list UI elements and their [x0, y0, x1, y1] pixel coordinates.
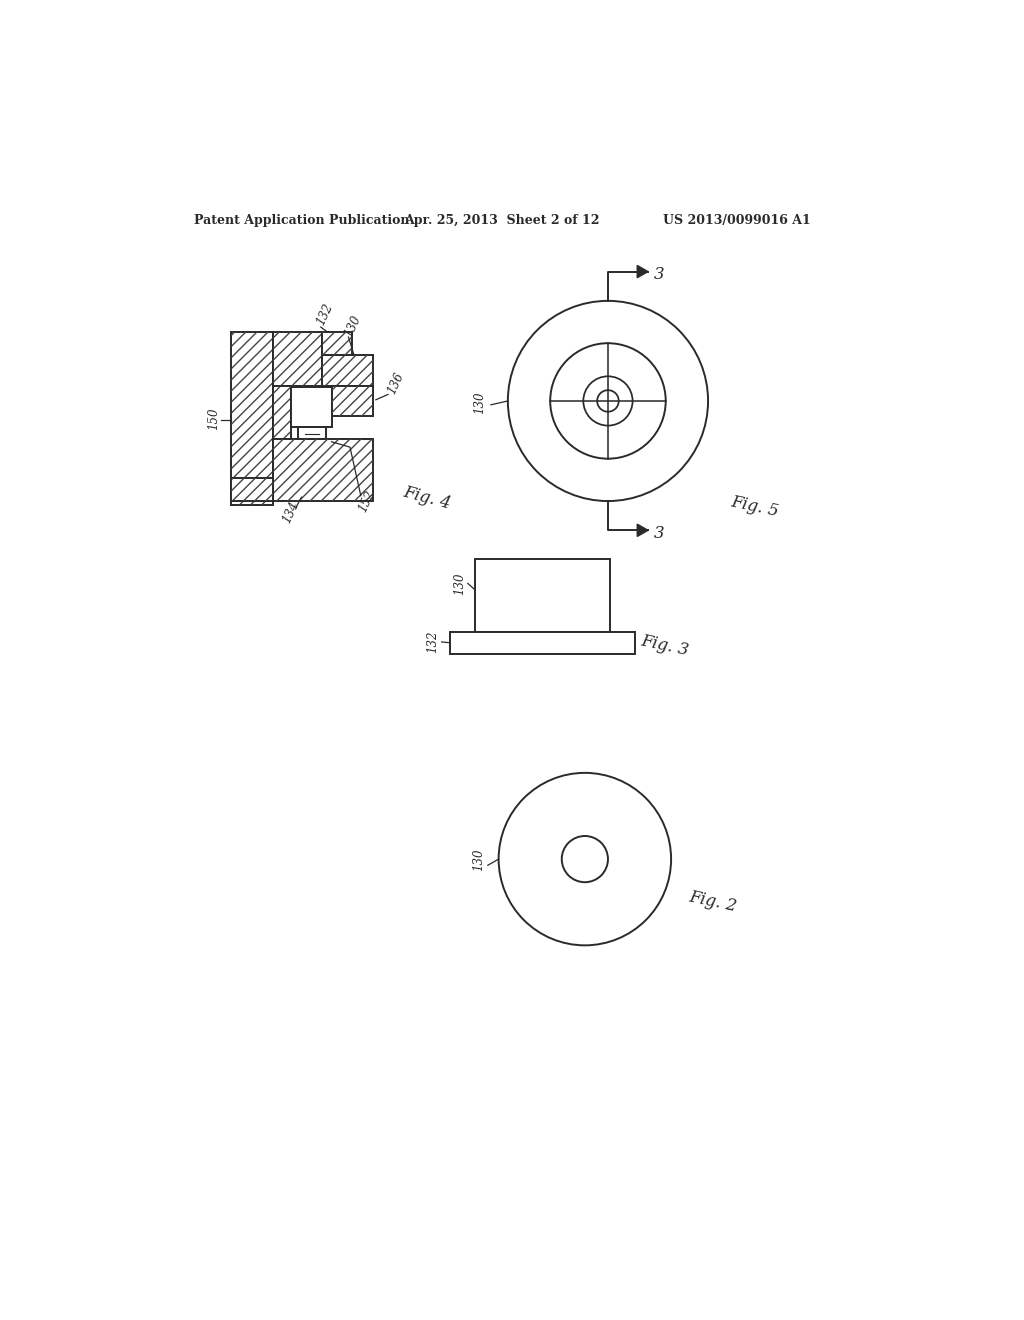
Bar: [322, 355, 373, 385]
Bar: [230, 478, 273, 502]
Bar: [332, 385, 373, 416]
Bar: [475, 558, 609, 632]
Text: 130: 130: [474, 392, 486, 414]
Bar: [230, 331, 273, 506]
Text: 130: 130: [342, 313, 362, 339]
Text: Apr. 25, 2013  Sheet 2 of 12: Apr. 25, 2013 Sheet 2 of 12: [403, 214, 599, 227]
Bar: [230, 331, 273, 506]
Bar: [273, 440, 373, 502]
Bar: [291, 387, 332, 428]
Text: Fig. 5: Fig. 5: [730, 494, 780, 520]
Bar: [273, 385, 291, 440]
Text: 130: 130: [472, 849, 485, 871]
Text: 136: 136: [386, 371, 407, 396]
Bar: [298, 428, 326, 444]
Text: 3: 3: [654, 267, 665, 284]
Text: 132: 132: [427, 631, 439, 653]
Bar: [273, 385, 291, 440]
Text: 132: 132: [314, 302, 335, 327]
Bar: [273, 331, 322, 385]
Text: 130: 130: [454, 572, 467, 595]
Text: Fig. 3: Fig. 3: [639, 632, 690, 659]
Text: 150: 150: [207, 408, 220, 430]
Bar: [322, 355, 373, 385]
Text: Patent Application Publication: Patent Application Publication: [194, 214, 410, 227]
Text: 134: 134: [281, 500, 301, 525]
Bar: [322, 331, 352, 355]
Text: 152: 152: [356, 488, 378, 513]
Bar: [332, 385, 373, 416]
Text: Fig. 4: Fig. 4: [401, 483, 453, 512]
Text: US 2013/0099016 A1: US 2013/0099016 A1: [664, 214, 811, 227]
Bar: [273, 331, 322, 385]
Text: Fig. 2: Fig. 2: [687, 888, 738, 916]
Bar: [322, 331, 352, 355]
Text: 3: 3: [654, 525, 665, 543]
Bar: [273, 440, 373, 502]
Polygon shape: [637, 524, 648, 536]
Polygon shape: [637, 265, 648, 277]
Bar: [451, 632, 635, 653]
Bar: [230, 478, 273, 502]
